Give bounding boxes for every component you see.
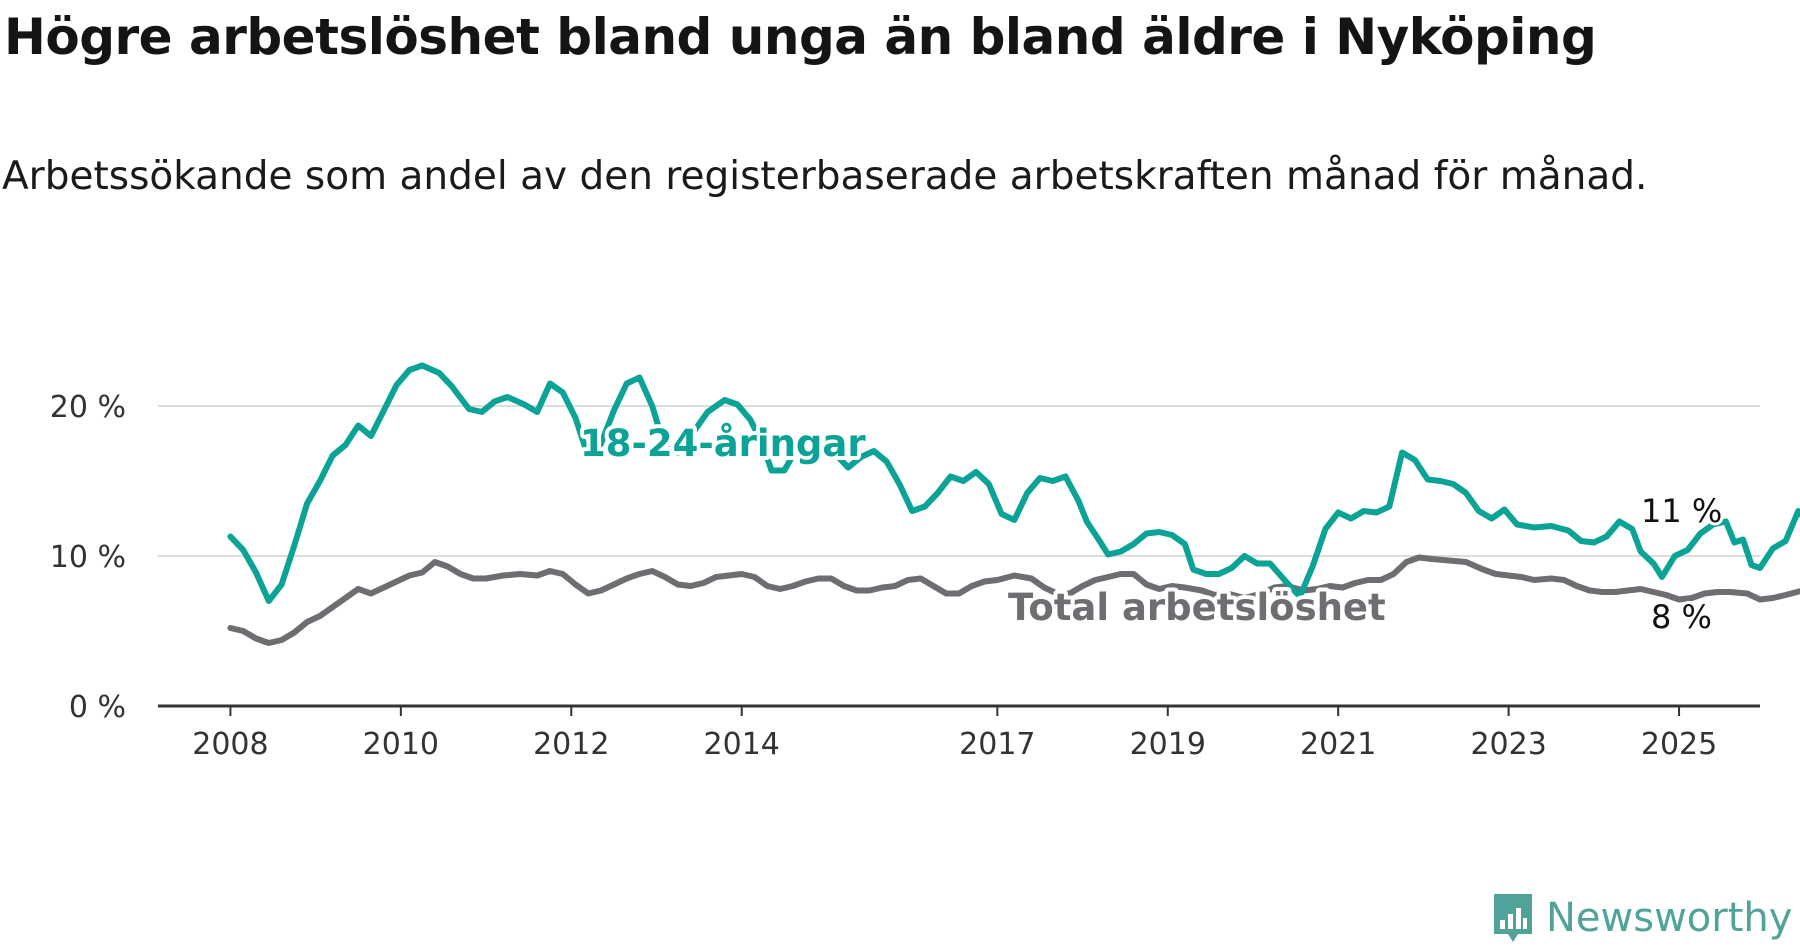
series-lines [227, 362, 1800, 646]
x-tick-label: 2021 [1300, 727, 1376, 762]
x-tick-label: 2023 [1470, 727, 1546, 762]
x-tick-label: 2025 [1641, 727, 1717, 762]
axes: 0 % 10 % 20 % 2008 2010 2012 2014 2017 2019 2021 2… [50, 390, 1760, 762]
series-line-total [227, 554, 1800, 646]
x-tick-label: 2019 [1130, 727, 1206, 762]
y-tick-label: 0 % [69, 690, 126, 725]
y-tick-label: 10 % [50, 540, 126, 575]
end-label-youth: 11 % [1641, 492, 1722, 530]
x-tick-label: 2014 [704, 727, 780, 762]
series-label-youth: 18-24-åringar [580, 422, 866, 465]
series-label-total: Total arbetslöshet [1008, 586, 1386, 629]
x-tick-label: 2010 [363, 727, 439, 762]
x-tick-label: 2017 [959, 727, 1035, 762]
chart-subtitle: Arbetssökande som andel av den registerb… [2, 154, 1648, 199]
series-labels: 18-24-åringar Total arbetslöshet 11 % 8 … [576, 418, 1725, 639]
newsworthy-chart-logo-icon [1494, 894, 1532, 942]
grid-lines [158, 405, 1760, 557]
newsworthy-logo: Newsworthy [1490, 890, 1792, 946]
end-label-total: 8 % [1651, 598, 1712, 636]
chart-title: Högre arbetslöshet bland unga än bland ä… [4, 8, 1597, 66]
x-tick-label: 2012 [533, 727, 609, 762]
brand-name: Newsworthy [1546, 895, 1793, 941]
series-line-youth [227, 362, 1800, 604]
x-tick-label: 2008 [192, 727, 268, 762]
y-tick-label: 20 % [50, 390, 126, 425]
